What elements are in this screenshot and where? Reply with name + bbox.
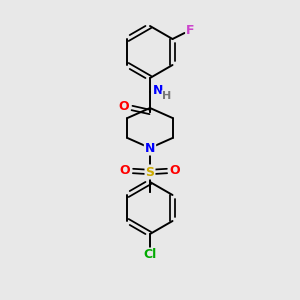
Text: F: F	[186, 23, 195, 37]
Text: S: S	[146, 166, 154, 178]
Text: H: H	[162, 91, 172, 101]
Text: Cl: Cl	[143, 248, 157, 262]
Text: O: O	[120, 164, 130, 176]
Text: N: N	[145, 142, 155, 154]
Text: O: O	[119, 100, 129, 112]
Text: O: O	[170, 164, 180, 176]
Text: N: N	[153, 85, 163, 98]
